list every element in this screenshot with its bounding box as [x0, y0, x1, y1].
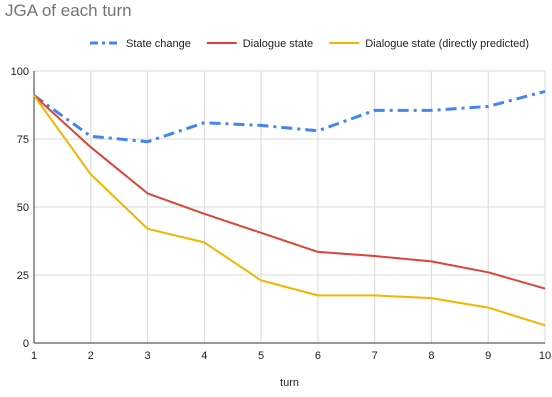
legend-label: Dialogue state [243, 38, 313, 50]
legend-label: Dialogue state (directly predicted) [365, 38, 529, 50]
legend-item-dialogue-state: Dialogue state [206, 38, 313, 50]
x-tick-label: 1 [31, 350, 37, 362]
series-line-state-change [33, 89, 546, 144]
gridlines [34, 70, 546, 343]
x-tick-label: 5 [258, 350, 264, 362]
series-line-dialogue-state [33, 94, 546, 290]
y-tick-label: 0 [23, 338, 29, 350]
x-tick-label: 3 [144, 350, 150, 362]
series-lines [33, 89, 546, 327]
x-axis-title: turn [280, 377, 299, 389]
x-tick-label: 2 [88, 350, 94, 362]
series-line-dialogue-state-directly-predicted [33, 94, 546, 327]
x-tick-label: 6 [315, 350, 321, 362]
tick-labels: 0 25 50 75 100 1 2 3 4 5 6 7 8 9 10 [11, 66, 551, 362]
x-tick-label: 8 [428, 350, 434, 362]
legend: State change Dialogue state Dialogue state… [90, 38, 529, 50]
y-tick-label: 75 [17, 134, 29, 146]
y-tick-label: 25 [17, 270, 29, 282]
axes [33, 71, 545, 344]
x-tick-label: 10 [539, 350, 551, 362]
chart-title: JGA of each turn [5, 1, 132, 20]
x-tick-label: 4 [201, 350, 207, 362]
x-tick-label: 7 [372, 350, 378, 362]
legend-item-dialogue-state-directly-predicted: Dialogue state (directly predicted) [329, 38, 529, 50]
y-tick-label: 100 [11, 66, 29, 78]
x-tick-label: 9 [485, 350, 491, 362]
y-tick-label: 50 [17, 202, 29, 214]
legend-item-state-change: State change [90, 38, 191, 50]
legend-label: State change [126, 38, 191, 50]
